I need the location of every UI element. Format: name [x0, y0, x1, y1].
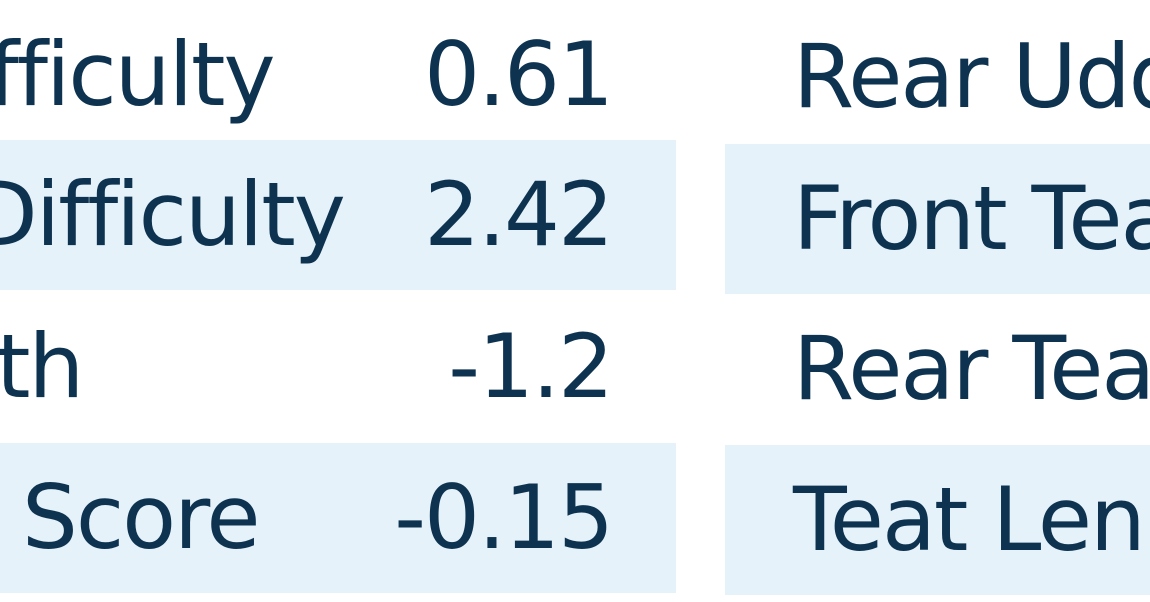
row-band	[725, 144, 1150, 294]
row-label: th	[0, 315, 84, 418]
row-label: Rear Udd	[793, 25, 1150, 128]
row-label: Score	[22, 466, 260, 569]
row-value: -0.15	[394, 466, 614, 569]
row-label: Difficulty	[0, 163, 346, 266]
row-band	[0, 443, 676, 593]
row-label: Teat Len	[793, 468, 1146, 571]
row-band	[725, 445, 1150, 595]
row-value: 0.61	[424, 23, 614, 126]
row-label: Front Tea	[793, 167, 1150, 270]
row-label: Rear Tea	[793, 317, 1150, 420]
row-value: 2.42	[424, 163, 614, 266]
row-label: fficulty	[0, 23, 276, 126]
row-band	[0, 140, 676, 290]
row-value: -1.2	[448, 315, 614, 418]
